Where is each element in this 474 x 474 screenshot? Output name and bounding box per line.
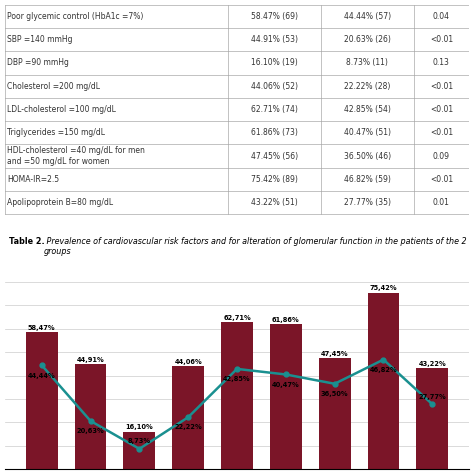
Text: 0.09: 0.09 (433, 152, 450, 161)
Text: 61,86%: 61,86% (272, 317, 300, 323)
Text: HOMA-IR=2.5: HOMA-IR=2.5 (7, 175, 59, 184)
Text: 40.47% (51): 40.47% (51) (344, 128, 391, 137)
Text: 47,45%: 47,45% (321, 351, 348, 357)
Bar (319, 358, 350, 469)
Bar (270, 324, 301, 469)
Bar (173, 366, 204, 469)
Bar (75, 364, 106, 469)
Text: 20,63%: 20,63% (77, 428, 104, 434)
Bar (26, 332, 57, 469)
Text: 44,44%: 44,44% (28, 374, 55, 379)
Text: <0.01: <0.01 (430, 175, 453, 184)
Text: Cholesterol =200 mg/dL: Cholesterol =200 mg/dL (7, 82, 100, 91)
Text: 42.85% (54): 42.85% (54) (344, 105, 391, 114)
Text: Triglycerides =150 mg/dL: Triglycerides =150 mg/dL (7, 128, 105, 137)
Text: <0.01: <0.01 (430, 82, 453, 91)
Text: 0.04: 0.04 (433, 12, 450, 21)
Text: 46,82%: 46,82% (370, 366, 397, 373)
Text: 43.22% (51): 43.22% (51) (251, 198, 298, 207)
Text: 8.73% (11): 8.73% (11) (346, 58, 388, 67)
Text: 43,22%: 43,22% (419, 361, 446, 367)
Text: Apolipoprotein B=80 mg/dL: Apolipoprotein B=80 mg/dL (7, 198, 113, 207)
Text: 44.91% (53): 44.91% (53) (251, 35, 298, 44)
Text: Poor glycemic control (HbA1c =7%): Poor glycemic control (HbA1c =7%) (7, 12, 144, 21)
Text: 58,47%: 58,47% (28, 325, 55, 331)
Text: 46.82% (59): 46.82% (59) (344, 175, 391, 184)
Bar (221, 322, 253, 469)
Text: 44,91%: 44,91% (77, 357, 104, 363)
Text: 27,77%: 27,77% (419, 393, 446, 400)
Text: 75,42%: 75,42% (370, 285, 397, 292)
Text: 44.06% (52): 44.06% (52) (251, 82, 298, 91)
Text: 40,47%: 40,47% (272, 382, 300, 388)
Text: Table 2.: Table 2. (9, 237, 45, 246)
Text: 8,73%: 8,73% (128, 438, 151, 444)
Text: 62.71% (74): 62.71% (74) (251, 105, 298, 114)
Text: 0.01: 0.01 (433, 198, 450, 207)
Text: 44,06%: 44,06% (174, 359, 202, 365)
Text: <0.01: <0.01 (430, 128, 453, 137)
Bar (124, 431, 155, 469)
Text: Prevalence of cardiovascular risk factors and for alteration of glomerular funct: Prevalence of cardiovascular risk factor… (44, 237, 467, 256)
Text: HDL-cholesterol =40 mg/dL for men
and =50 mg/dL for women: HDL-cholesterol =40 mg/dL for men and =5… (7, 146, 145, 166)
Bar (417, 368, 448, 469)
Text: 44.44% (57): 44.44% (57) (344, 12, 391, 21)
Text: 47.45% (56): 47.45% (56) (251, 152, 298, 161)
Text: <0.01: <0.01 (430, 105, 453, 114)
Text: 62,71%: 62,71% (223, 315, 251, 321)
Text: 75.42% (89): 75.42% (89) (251, 175, 298, 184)
Text: 22.22% (28): 22.22% (28) (344, 82, 390, 91)
Text: 0.13: 0.13 (433, 58, 450, 67)
Text: DBP =90 mmHg: DBP =90 mmHg (7, 58, 69, 67)
Text: <0.01: <0.01 (430, 35, 453, 44)
Text: 16,10%: 16,10% (126, 424, 153, 430)
Text: 58.47% (69): 58.47% (69) (251, 12, 298, 21)
Text: 16.10% (19): 16.10% (19) (251, 58, 298, 67)
Text: 27.77% (35): 27.77% (35) (344, 198, 391, 207)
Text: 36.50% (46): 36.50% (46) (344, 152, 391, 161)
Text: 61.86% (73): 61.86% (73) (251, 128, 298, 137)
Text: LDL-cholesterol =100 mg/dL: LDL-cholesterol =100 mg/dL (7, 105, 116, 114)
Text: 20.63% (26): 20.63% (26) (344, 35, 391, 44)
Text: 22,22%: 22,22% (174, 424, 202, 430)
Text: 42,85%: 42,85% (223, 376, 251, 382)
Bar (368, 292, 399, 469)
Text: 36,50%: 36,50% (321, 391, 348, 397)
Text: SBP =140 mmHg: SBP =140 mmHg (7, 35, 73, 44)
